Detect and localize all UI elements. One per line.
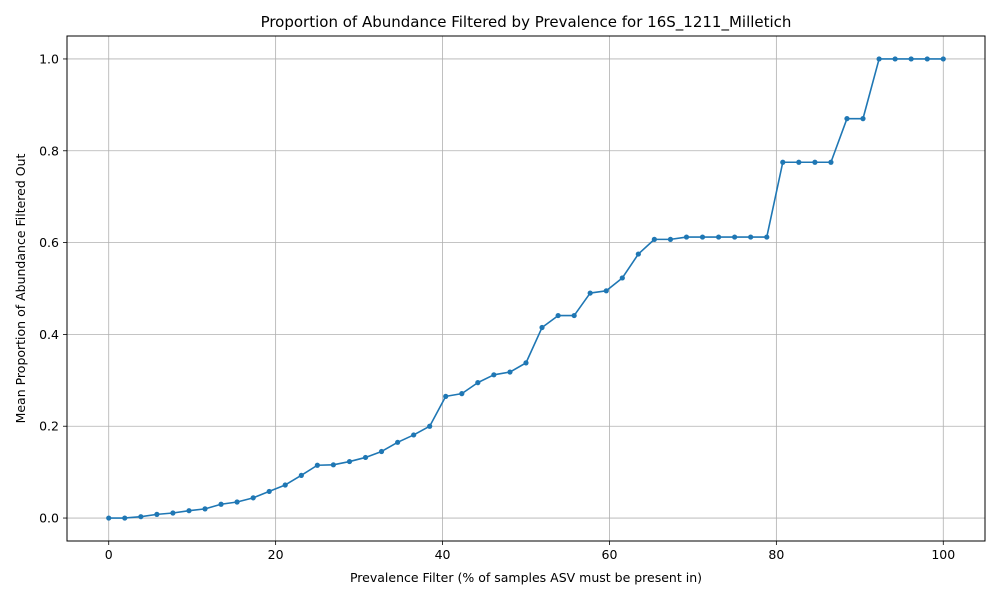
data-point	[860, 116, 866, 122]
data-point	[122, 515, 128, 521]
data-point	[395, 439, 401, 445]
data-point	[443, 393, 449, 399]
data-point	[362, 454, 369, 461]
data-point	[876, 56, 882, 62]
data-point	[234, 499, 240, 505]
data-point	[250, 495, 256, 501]
data-point	[459, 391, 465, 397]
x-tick-label: 100	[931, 547, 955, 562]
x-tick-label: 40	[435, 547, 451, 562]
data-point	[427, 423, 433, 429]
data-point	[651, 236, 657, 242]
data-point	[475, 380, 481, 386]
x-tick-label: 0	[105, 547, 113, 562]
x-tick-label: 60	[602, 547, 618, 562]
data-point	[298, 472, 304, 478]
data-point	[186, 508, 192, 514]
data-point	[940, 56, 946, 62]
data-point	[812, 159, 818, 165]
data-point	[603, 288, 609, 294]
x-tick-label: 20	[268, 547, 284, 562]
data-point	[539, 324, 545, 331]
data-point	[699, 234, 706, 240]
data-point	[732, 234, 738, 240]
y-tick-label: 0.4	[39, 327, 59, 342]
data-point	[828, 159, 834, 165]
data-point	[587, 290, 593, 296]
data-point	[218, 501, 224, 507]
data-point	[378, 448, 385, 455]
data-point	[571, 312, 577, 319]
data-point	[780, 159, 786, 165]
data-point	[491, 372, 497, 378]
y-tick-label: 0.0	[39, 511, 59, 526]
data-series	[106, 56, 946, 521]
data-point	[138, 514, 144, 520]
data-point	[346, 458, 353, 465]
y-axis-ticks: 0.0 0.2 0.4 0.6 0.8 1.0	[39, 51, 67, 526]
plot-area-frame	[66, 35, 986, 542]
y-tick-label: 0.8	[39, 143, 59, 158]
data-point	[716, 234, 722, 240]
data-point	[908, 56, 914, 62]
data-point	[619, 275, 625, 281]
data-point	[764, 234, 770, 240]
data-point	[202, 506, 208, 512]
data-point	[523, 360, 529, 366]
data-point	[555, 312, 561, 319]
data-point	[154, 511, 160, 517]
data-point	[266, 488, 272, 495]
data-point	[892, 56, 898, 62]
data-point	[106, 515, 112, 521]
data-point	[282, 482, 288, 488]
data-point	[844, 116, 850, 122]
x-axis-ticks: 0 20 40 60 80 100	[105, 541, 955, 562]
x-tick-label: 80	[768, 547, 784, 562]
data-point	[924, 56, 930, 62]
y-axis-label: Mean Proportion of Abundance Filtered Ou…	[13, 153, 28, 423]
data-point	[314, 462, 320, 468]
data-point	[411, 432, 417, 438]
data-point	[635, 251, 641, 257]
grid-lines	[67, 36, 985, 541]
data-point	[683, 234, 690, 240]
chart-title: Proportion of Abundance Filtered by Prev…	[261, 13, 792, 32]
data-point	[667, 236, 674, 242]
x-axis-label: Prevalence Filter (% of samples ASV must…	[350, 570, 702, 585]
data-point	[507, 369, 513, 375]
y-tick-label: 0.6	[39, 235, 59, 250]
y-tick-label: 1.0	[39, 51, 59, 66]
y-tick-label: 0.2	[39, 419, 59, 434]
data-point	[796, 159, 802, 165]
data-point	[170, 510, 176, 516]
data-point	[748, 234, 754, 240]
data-point	[330, 462, 336, 468]
